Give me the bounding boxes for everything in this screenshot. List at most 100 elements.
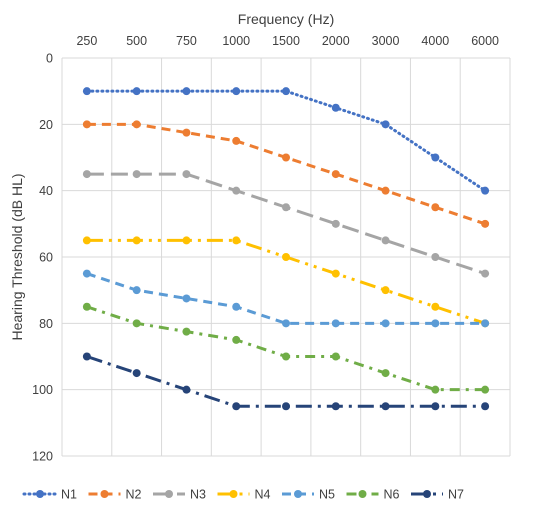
data-point (82, 87, 91, 96)
data-point (132, 170, 141, 179)
legend: N1 N2 N3 N4 N5 N6 N7 (22, 488, 464, 502)
data-point (282, 87, 290, 96)
series-n7 (82, 352, 490, 411)
legend-label: N1 (61, 488, 77, 502)
data-point (82, 302, 91, 311)
data-point (381, 186, 390, 195)
data-point (481, 186, 490, 195)
legend-marker (358, 490, 367, 498)
series-n5 (82, 269, 490, 328)
data-point (331, 219, 340, 228)
data-point (381, 402, 390, 411)
y-tick-label: 120 (32, 450, 53, 464)
legend-item-n2: N2 (88, 488, 142, 502)
y-tick-label: 20 (39, 118, 53, 132)
data-point (282, 203, 290, 212)
data-point (282, 319, 290, 328)
data-point (331, 402, 340, 411)
x-tick-label: 750 (176, 34, 197, 48)
data-point (182, 128, 191, 137)
legend-item-n3: N3 (153, 488, 206, 502)
data-point (182, 327, 191, 336)
x-tick-label: 4000 (421, 34, 449, 48)
y-axis-tick-labels: 0 20 40 60 80 100 120 (32, 52, 53, 464)
legend-label: N6 (384, 488, 400, 502)
x-tick-label: 6000 (471, 34, 499, 48)
data-point (431, 385, 440, 394)
data-point (431, 253, 440, 261)
data-point (331, 352, 340, 361)
legend-item-n5: N5 (282, 488, 335, 502)
data-point (282, 352, 290, 361)
legend-label: N7 (448, 488, 464, 502)
data-point (431, 203, 440, 212)
data-point (381, 369, 390, 378)
legend-marker (294, 490, 302, 498)
data-point (232, 136, 241, 145)
y-tick-label: 100 (32, 383, 53, 397)
y-tick-label: 40 (39, 184, 53, 198)
data-point (182, 385, 191, 394)
data-point (431, 319, 440, 328)
series-lines (82, 87, 490, 411)
x-tick-label: 3000 (372, 34, 400, 48)
data-point (232, 302, 241, 311)
data-point (182, 294, 191, 303)
legend-marker (100, 490, 109, 498)
y-tick-label: 0 (46, 52, 53, 66)
x-tick-label: 500 (126, 34, 147, 48)
data-point (82, 120, 91, 129)
data-point (132, 87, 141, 96)
series-n6 (82, 302, 490, 394)
data-point (82, 352, 91, 361)
data-point (331, 319, 340, 328)
data-point (132, 319, 141, 328)
data-point (232, 186, 241, 195)
series-line (86, 272, 486, 325)
x-tick-label: 250 (76, 34, 97, 48)
legend-marker (165, 490, 173, 498)
series-line (86, 355, 486, 408)
data-point (82, 170, 91, 179)
data-point (232, 402, 241, 411)
legend-label: N2 (126, 488, 142, 502)
data-point (481, 269, 490, 278)
data-point (381, 286, 390, 295)
data-point (381, 120, 390, 129)
data-point (182, 87, 191, 96)
x-tick-label: 1000 (222, 34, 250, 48)
data-point (282, 402, 290, 411)
data-point (381, 319, 390, 328)
series-line (85, 89, 487, 193)
data-point (481, 319, 490, 328)
data-point (481, 385, 490, 394)
data-point (132, 120, 141, 129)
legend-marker (36, 490, 44, 498)
data-point (381, 236, 390, 245)
data-point (182, 170, 191, 179)
data-point (132, 236, 141, 245)
series-n1 (82, 87, 490, 195)
y-tick-label: 80 (39, 317, 53, 331)
data-point (232, 236, 241, 245)
x-tick-label: 1500 (272, 34, 300, 48)
data-point (331, 103, 340, 112)
series-n4 (82, 236, 490, 328)
x-axis-title: Frequency (Hz) (238, 11, 334, 27)
data-point (132, 369, 141, 378)
data-point (82, 236, 91, 245)
data-point (232, 335, 241, 344)
legend-marker (229, 490, 238, 498)
data-point (331, 170, 340, 179)
data-point (282, 153, 290, 162)
series-n2 (82, 120, 490, 228)
legend-label: N3 (190, 488, 206, 502)
data-point (431, 153, 440, 162)
series-n3 (82, 170, 490, 278)
x-axis-tick-labels: 250 500 750 1000 1500 2000 3000 4000 6000 (76, 34, 499, 48)
data-point (431, 302, 440, 311)
legend-item-n4: N4 (217, 488, 271, 502)
data-point (331, 269, 340, 278)
data-point (82, 269, 91, 278)
